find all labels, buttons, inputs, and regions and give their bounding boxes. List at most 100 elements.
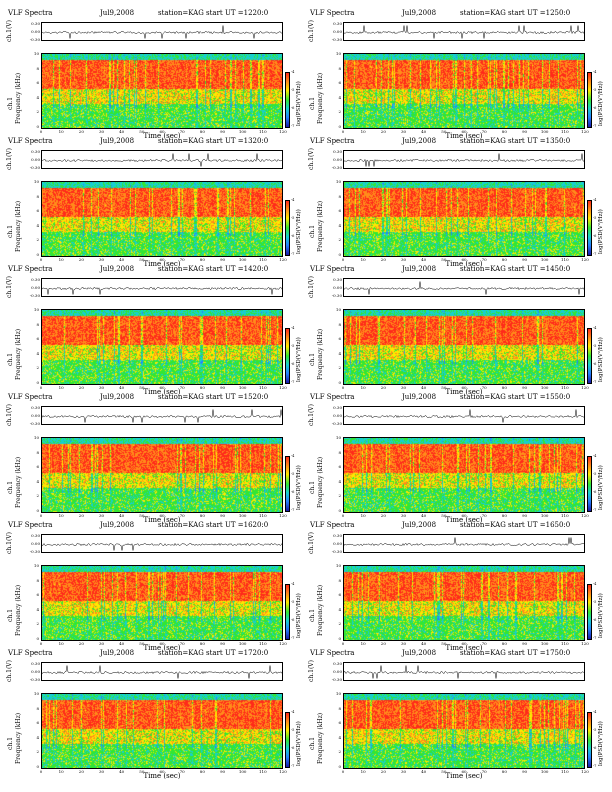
x-axis-tick: 20 — [380, 769, 386, 774]
waveform-ytick: -0.30 — [331, 549, 342, 554]
spectrogram-ytick: 2 — [36, 621, 39, 627]
spectrogram-ytick: 2 — [36, 109, 39, 115]
waveform-trace — [42, 409, 282, 423]
waveform-line — [344, 409, 584, 423]
waveform-ylabel: ch.1(V) — [308, 20, 318, 48]
x-axis-tick: 110 — [561, 641, 569, 646]
x-axis-tick: 10 — [58, 769, 64, 774]
waveform-ylabel-text: ch.1(V) — [6, 404, 13, 426]
waveform-yticks: 0.30 0.00 -0.30 — [318, 149, 342, 171]
x-axis-tick: 20 — [380, 513, 386, 518]
spectrogram-ytick: 0 — [36, 380, 39, 385]
spectrogram-ytick: 8 — [338, 577, 341, 583]
panel-start-ut-label: start UT =1720:0 — [206, 649, 269, 657]
x-axis-tick: 70 — [179, 257, 185, 262]
colorbar-tick: -7 — [593, 764, 597, 768]
x-axis-tick: 120 — [279, 129, 287, 134]
waveform-ylabel-text: ch.1(V) — [308, 532, 315, 554]
spectrogram-image — [42, 566, 282, 640]
x-axis-tick: 120 — [279, 513, 287, 518]
waveform-ytick: -0.30 — [29, 677, 40, 682]
colorbar-tick: -5 — [593, 344, 597, 348]
x-axis-tick: 90 — [521, 513, 528, 518]
colorbar-tick: -4 — [593, 582, 597, 586]
panel-date-label: Jul9,2008 — [100, 265, 135, 273]
waveform-ytick: 0.00 — [333, 29, 342, 34]
x-axis-tick: 10 — [58, 385, 64, 390]
x-axis-tick: 100 — [540, 769, 549, 774]
spectrogram-image — [344, 566, 584, 640]
panel-program-label: VLF Spectra — [310, 521, 355, 529]
x-axis-tick: 70 — [179, 129, 185, 134]
waveform-trace — [42, 25, 282, 39]
waveform-ylabel-text: ch.1(V) — [6, 532, 13, 554]
x-axis-tick: 80 — [199, 129, 205, 134]
colorbar-tick: -7 — [593, 124, 597, 128]
spectrogram-ytick: 2 — [36, 237, 39, 243]
spectrogram-yticks: 10 8 6 4 2 0 — [328, 563, 342, 641]
spectrogram-plot — [41, 693, 283, 769]
waveform-line — [344, 281, 584, 295]
spectrogram-plot — [343, 565, 585, 641]
spectrogram-ytick: 2 — [36, 493, 39, 499]
spectrogram-ytick: 6 — [338, 720, 341, 726]
spectrogram-ytick: 4 — [338, 734, 341, 740]
x-axis-ticks: 0 10 20 30 40 50 60 70 80 90 100 110 120 — [40, 257, 287, 263]
waveform-ytick: -0.30 — [331, 165, 342, 170]
waveform-plot — [41, 22, 283, 41]
colorbar — [285, 584, 290, 640]
colorbar — [587, 328, 592, 384]
spectrogram-panel: VLF Spectra Jul9,2008 station=KAG start UT … — [306, 136, 604, 268]
colorbar-ticks: -4 -5 -6 -7 — [291, 582, 295, 642]
spectrogram-ytick: 0 — [36, 124, 39, 129]
colorbar-ticks: -4 -5 -6 -7 — [291, 198, 295, 258]
x-axis-tick: 0 — [39, 129, 43, 134]
waveform-ytick: 0.30 — [31, 149, 40, 154]
colorbar-tick: -6 — [593, 234, 597, 238]
x-axis-tick: 110 — [259, 385, 267, 390]
x-axis-tick: 80 — [199, 257, 205, 262]
waveform-yticks: 0.30 0.00 -0.30 — [16, 277, 40, 299]
waveform-ytick: 0.00 — [31, 413, 40, 418]
x-axis-tick: 40 — [421, 769, 427, 774]
waveform-trace — [42, 153, 282, 167]
waveform-ytick: 0.30 — [31, 405, 40, 410]
x-axis-tick: 110 — [259, 513, 267, 518]
spectrogram-ylabel: ch.1 Frequency (kHz) — [308, 306, 328, 384]
x-axis-tick: 20 — [78, 385, 84, 390]
waveform-trace — [344, 409, 584, 423]
x-axis-ticks: 0 10 20 30 40 50 60 70 80 90 100 110 120 — [342, 769, 589, 775]
spectrogram-ytick: 0 — [338, 124, 341, 129]
spectrogram-ylabel-frequency: Frequency (kHz) — [15, 200, 22, 252]
colorbar-tick: -6 — [291, 490, 295, 494]
colorbar-tick: -7 — [291, 636, 295, 640]
x-axis-tick: 80 — [501, 513, 507, 518]
x-axis-tick: 40 — [421, 513, 427, 518]
waveform-line — [42, 665, 282, 679]
colorbar-tick: -7 — [593, 636, 597, 640]
x-axis-tick: 40 — [421, 641, 427, 646]
spectrogram-ylabel: ch.1 Frequency (kHz) — [6, 690, 26, 768]
spectrogram-ytick: 2 — [338, 749, 341, 755]
waveform-ylabel: ch.1(V) — [308, 148, 318, 176]
x-axis-tick: 60 — [159, 257, 165, 262]
colorbar-label: log(PSD(V²/Hz)) — [598, 721, 604, 766]
spectrogram-ytick: 2 — [338, 493, 341, 499]
x-axis-tick: 60 — [159, 129, 165, 134]
panel-program-label: VLF Spectra — [310, 649, 355, 657]
colorbar-tick: -6 — [291, 362, 295, 366]
x-axis-tick: 50 — [441, 641, 447, 646]
spectrogram-ytick: 2 — [338, 365, 341, 371]
x-axis-tick: 120 — [279, 257, 287, 262]
waveform-ytick: 0.00 — [333, 541, 342, 546]
spectrogram-ytick: 10 — [335, 179, 341, 184]
spectrogram-image — [42, 438, 282, 512]
waveform-ylabel-text: ch.1(V) — [308, 148, 315, 170]
x-axis-tick: 0 — [341, 385, 345, 390]
x-axis-tick: 20 — [380, 641, 386, 646]
colorbar-ticks: -4 -5 -6 -7 — [593, 454, 597, 514]
spectrogram-ytick: 10 — [33, 563, 39, 568]
x-axis-tick: 50 — [441, 513, 447, 518]
spectrogram-ylabel-channel: ch.1 — [309, 609, 316, 622]
panel-header: VLF Spectra Jul9,2008 station=KAG start UT … — [8, 264, 290, 276]
